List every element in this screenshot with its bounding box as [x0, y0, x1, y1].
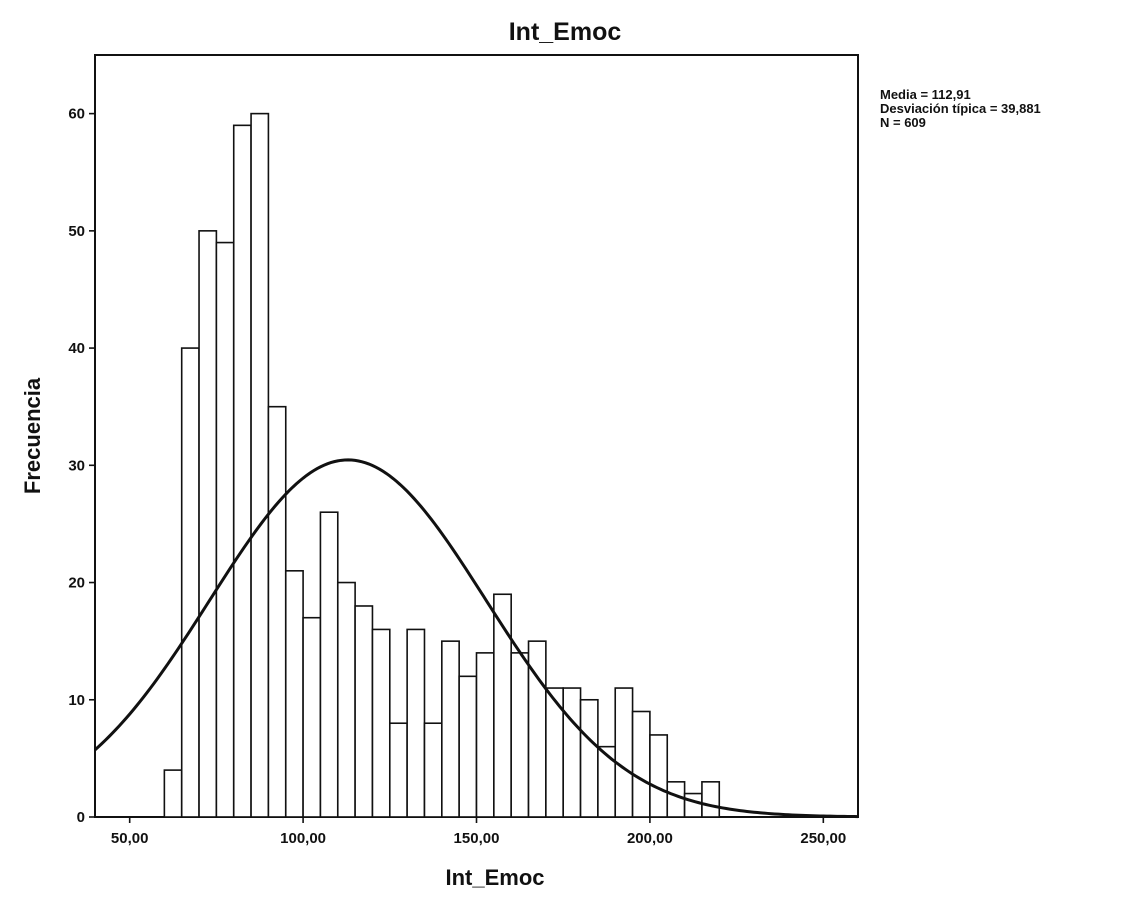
y-tick-label: 20 [68, 575, 85, 592]
normal-curve [93, 458, 859, 819]
x-tick-label: 50,00 [111, 830, 149, 847]
histogram-bar [475, 652, 495, 818]
stats-std-dev: Desviación típica = 39,881 [880, 101, 1041, 116]
histogram-bar [319, 511, 339, 818]
histogram-bar [683, 792, 703, 818]
histogram-bar [250, 112, 270, 818]
histogram-bar [631, 710, 651, 818]
histogram-bar [579, 698, 599, 818]
histogram-bar [336, 581, 356, 818]
histogram-bar [284, 570, 304, 818]
histogram-bar [406, 628, 426, 818]
histogram-bar [666, 781, 686, 818]
histogram-bar [458, 675, 478, 818]
x-axis-label: Int_Emoc [445, 865, 544, 890]
histogram-bar [267, 405, 287, 818]
histogram-bar [597, 745, 617, 818]
histogram-bar [371, 628, 391, 818]
histogram-bar [614, 687, 634, 818]
x-tick-label: 200,00 [627, 830, 673, 847]
histogram-bar [354, 605, 374, 818]
y-tick-label: 40 [68, 340, 85, 357]
histogram-bar [302, 616, 322, 818]
stats-annotation: Media = 112,91 Desviación típica = 39,88… [880, 88, 1041, 130]
stats-mean: Media = 112,91 [880, 87, 971, 102]
histogram-bar [163, 769, 183, 818]
y-axis-ticks: 0 10 20 30 40 50 60 [68, 106, 95, 826]
histogram-bar [441, 640, 460, 818]
histogram-bar [649, 734, 669, 818]
y-tick-label: 0 [77, 809, 85, 826]
histogram-bar [562, 687, 582, 818]
histogram-bar [232, 124, 252, 818]
chart-title: Int_Emoc [509, 18, 622, 46]
y-tick-label: 50 [68, 223, 85, 240]
x-axis-ticks: 50,00 100,00 150,00 200,00 250,00 [111, 817, 846, 847]
y-axis-label: Frecuencia [20, 377, 45, 494]
histogram-bar [215, 241, 235, 818]
y-tick-label: 60 [68, 106, 85, 123]
y-tick-label: 30 [68, 457, 85, 474]
x-tick-label: 150,00 [454, 830, 500, 847]
histogram-bar [423, 722, 443, 818]
histogram-bar [701, 781, 721, 818]
x-tick-label: 250,00 [800, 830, 846, 847]
histogram-bar [198, 230, 218, 818]
histogram-bar [510, 652, 530, 818]
histogram-bar [180, 347, 200, 818]
y-tick-label: 10 [68, 692, 85, 709]
histogram-bars [163, 112, 721, 818]
x-tick-label: 100,00 [280, 830, 326, 847]
stats-n: N = 609 [880, 115, 926, 130]
histogram-bar [388, 722, 408, 818]
